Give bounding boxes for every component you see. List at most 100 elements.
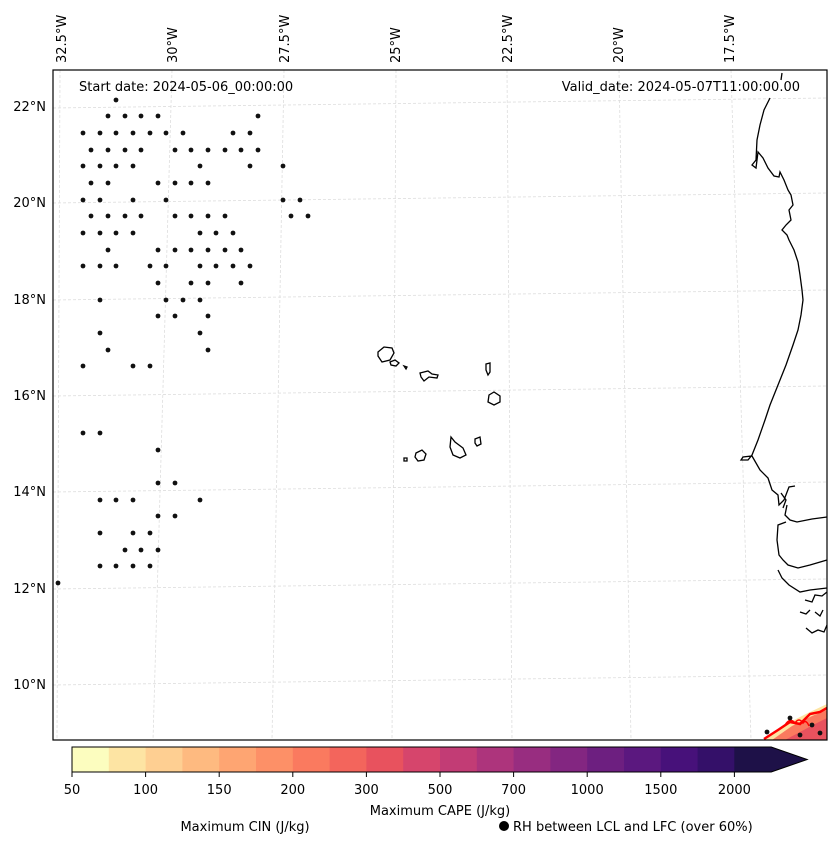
rh-dot [155,547,161,553]
rh-dot [172,247,178,253]
gridline-lon-30 [152,69,173,741]
rh-dot [105,180,111,186]
colorbar-tick-label: 1500 [644,783,677,798]
lat-tick-label: 10°N [13,678,46,693]
colorbar-segment [550,747,588,772]
rh-dot [113,263,119,269]
rh-dot [113,130,119,136]
gridline-lon-20 [618,69,632,741]
gridline-lat-16 [52,385,828,397]
rh-dot [280,163,286,169]
cape-verde-islands [377,346,501,462]
rh-dot [188,213,194,219]
rh-dot [155,247,161,253]
rh-dot [80,363,86,369]
rh-dot [122,547,128,553]
rh-dot [163,197,169,203]
colorbar-segment [292,747,331,772]
rh-dot [255,147,261,153]
island-boa-vista [487,391,501,406]
colorbar-segment [624,747,662,772]
rh-dot [247,163,253,169]
gridline-lat-10 [52,674,828,686]
rh-dot [255,113,261,119]
rh-dot [155,513,161,519]
lon-tick-label: 20°W [612,27,627,63]
colorbar-tick-label: 150 [207,783,232,798]
colorbar-segment [256,747,294,772]
rh-dot [230,263,236,269]
island-sal [485,362,491,377]
rh-dot [130,163,136,169]
rh-dot [180,297,186,303]
cape-colorbar [71,746,809,773]
lat-tick-label: 20°N [13,196,46,211]
rh-dot [305,213,311,219]
colorbar-tick-label: 2000 [718,783,751,798]
island-sao-vicente [389,359,400,367]
rh-dot [122,213,128,219]
lon-tick-label: 22.5°W [501,15,516,63]
gridline-lon-22.5 [506,69,513,741]
start-date-label: Start date: 2024-05-06_00:00:00 [79,80,293,95]
island-brava [403,457,408,462]
rh-dot [97,563,103,569]
rh-dot [122,113,128,119]
rh-dot [213,230,219,236]
rh-dot [163,297,169,303]
rh-dot [197,230,203,236]
colorbar-label: Maximum CAPE (J/kg) [370,804,510,819]
rh-dot [155,447,161,453]
cin-contour [784,719,810,727]
rh-dot [280,197,286,203]
rh-dot [247,263,253,269]
rh-dot [205,180,211,186]
rh-dot [80,230,86,236]
colorbar-tick-label: 700 [501,783,526,798]
cape-shaded-region [763,704,828,741]
rh-dot [105,213,111,219]
gridline-lon-27.5 [271,69,285,741]
lat-tick-label: 12°N [13,582,46,597]
lat-tick-label: 18°N [13,293,46,308]
latitude-tick-labels: 22°N 20°N 18°N 16°N 14°N 12°N 10°N [13,100,46,693]
rh-dot [172,213,178,219]
colorbar-ticks: 50 100 150 200 300 500 700 1000 1500 2000 [64,772,751,798]
rh-dots-layer [55,97,823,738]
rh-dot [163,263,169,269]
colorbar-segment [329,747,367,772]
rh-dot [213,263,219,269]
rh-dot [197,330,203,336]
rh-dot [205,347,211,353]
rh-dot [97,163,103,169]
rh-dot [80,163,86,169]
rh-dot [113,163,119,169]
rh-dot [130,563,136,569]
rh-legend-label: RH between LCL and LFC (over 60%) [513,820,753,835]
colorbar-segment [366,747,404,772]
rh-dot [172,180,178,186]
rh-dot [230,130,236,136]
rh-dot [247,130,253,136]
rh-dot [205,247,211,253]
island-maio [474,436,482,447]
colorbar-segment [587,747,625,772]
rh-dot [88,213,94,219]
colorbar-tick-label: 300 [354,783,379,798]
colorbar-extend-arrow [734,747,808,772]
colorbar-segment [513,747,551,772]
rh-dot [97,230,103,236]
rh-dot [188,247,194,253]
rh-dot [238,147,244,153]
rh-dot [130,230,136,236]
rh-dot [172,147,178,153]
rh-dot [197,297,203,303]
rh-dot [288,213,294,219]
rh-dot [197,163,203,169]
rh-dot [80,430,86,436]
colorbar-segment [697,747,735,772]
gridline-lat-14 [52,481,828,493]
island-santiago [449,435,467,459]
gridline-lat-12 [52,578,828,590]
